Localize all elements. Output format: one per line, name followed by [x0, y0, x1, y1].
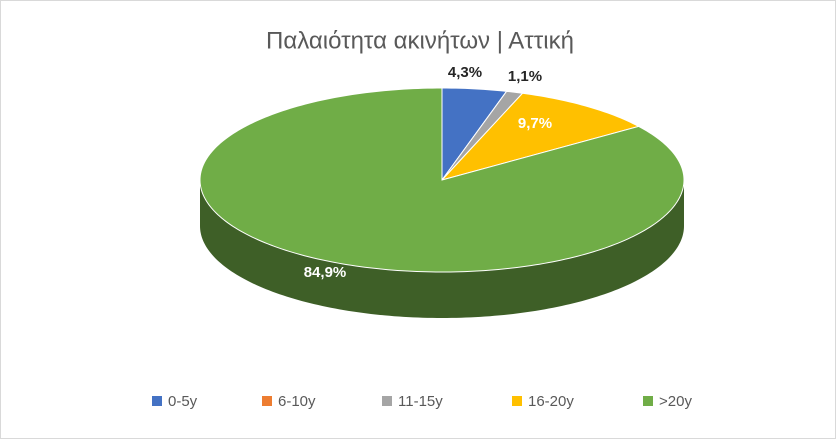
legend-label: 6-10y	[278, 393, 316, 410]
legend-swatch	[152, 396, 162, 406]
plot: 4,3% 1,1% 9,7% 84,9%	[199, 64, 685, 318]
legend-swatch	[382, 396, 392, 406]
legend-swatch	[643, 396, 653, 406]
slice	[199, 87, 685, 273]
data-label: 1,1%	[508, 68, 542, 85]
legend-label: >20y	[659, 393, 692, 410]
legend-swatch	[512, 396, 522, 406]
legend-label: 11-15y	[398, 393, 443, 410]
data-label: 9,7%	[518, 115, 552, 132]
legend-label: 16-20y	[528, 393, 574, 410]
data-label: 84,9%	[304, 264, 347, 281]
legend-swatch	[262, 396, 272, 406]
legend-label: 0-5y	[168, 393, 198, 410]
data-label: 4,3%	[448, 64, 482, 81]
legend: 0-5y 6-10y 11-15y 16-20y >20y	[152, 393, 692, 410]
slice-side	[200, 180, 684, 318]
slice	[440, 92, 641, 181]
chart-title: Παλαιότητα ακινήτων | Αττική	[266, 27, 574, 54]
